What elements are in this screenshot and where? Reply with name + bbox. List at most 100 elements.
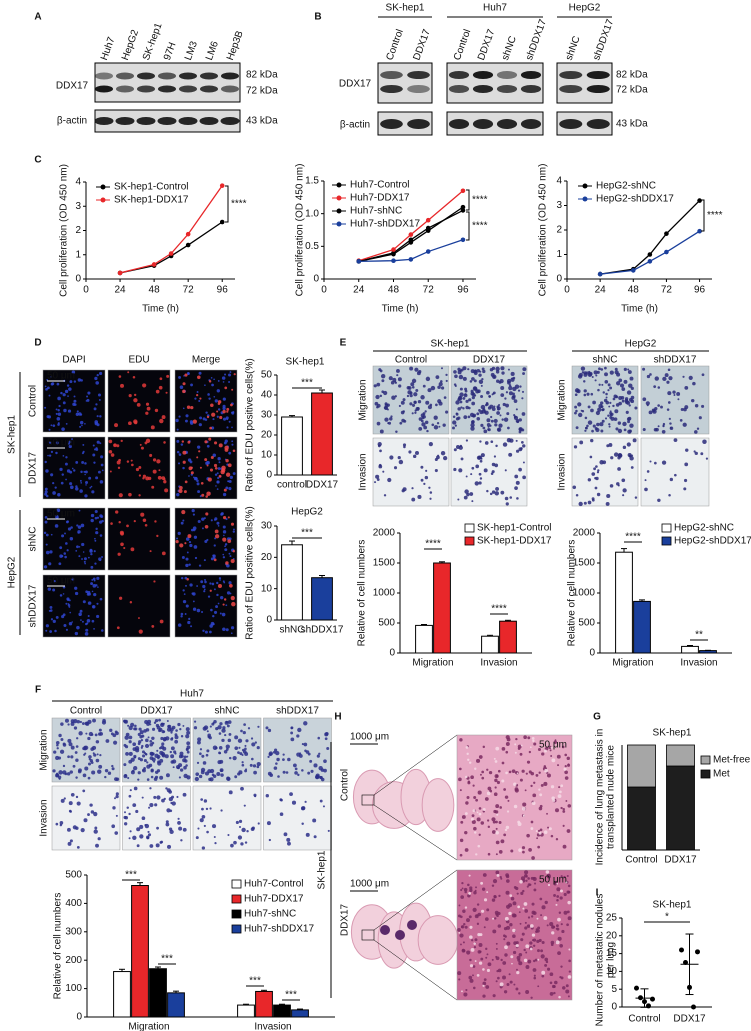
image-speck xyxy=(492,994,496,998)
image-speck xyxy=(211,773,215,777)
image-speck xyxy=(649,373,652,376)
image-speck xyxy=(529,941,533,945)
image-speck xyxy=(539,804,543,808)
image-speck xyxy=(473,986,476,990)
image-speck xyxy=(214,841,217,845)
image-speck xyxy=(457,928,461,932)
legend-marker xyxy=(336,195,342,201)
image-speck xyxy=(565,989,570,994)
image-speck xyxy=(455,400,460,405)
legend-label: HepG2-shNC xyxy=(596,181,656,192)
image-speck xyxy=(469,978,474,983)
image-speck xyxy=(694,430,698,434)
image-speck xyxy=(216,488,219,491)
image-speck xyxy=(627,452,632,458)
image-speck xyxy=(223,534,225,537)
image-speck xyxy=(66,520,69,523)
image-speck xyxy=(218,474,222,478)
panel-letter: C xyxy=(34,155,41,166)
image xyxy=(263,785,332,851)
image-speck xyxy=(49,550,53,554)
image-speck xyxy=(435,403,438,407)
image-speck xyxy=(481,367,485,371)
image-speck xyxy=(268,838,271,842)
image-speck xyxy=(222,553,225,556)
image-speck xyxy=(192,513,195,516)
image-speck xyxy=(224,543,228,546)
size-label: 43 kDa xyxy=(616,119,648,130)
image-speck xyxy=(86,618,91,623)
image-speck xyxy=(82,746,86,751)
image-speck xyxy=(376,382,381,387)
image-speck xyxy=(48,562,52,566)
image-speck xyxy=(586,392,590,396)
image-speck xyxy=(590,408,594,413)
image-speck xyxy=(564,753,568,757)
image-speck xyxy=(471,817,474,821)
scale-bar-label: 50 μm xyxy=(47,576,75,587)
image-speck xyxy=(525,772,528,775)
image-speck xyxy=(473,826,477,831)
image-speck xyxy=(216,593,219,597)
image-speck xyxy=(487,786,492,791)
image-speck xyxy=(49,605,53,609)
image-speck xyxy=(503,938,506,941)
x-axis-label: Time (h) xyxy=(621,304,658,315)
band xyxy=(559,119,583,129)
image-speck xyxy=(47,587,52,591)
column-label: DDX17 xyxy=(473,355,506,366)
image-speck xyxy=(71,438,73,440)
legend-label: SK-hep1-Control xyxy=(114,182,188,193)
image-speck xyxy=(495,827,498,830)
image-speck xyxy=(238,746,241,749)
image-speck xyxy=(142,769,145,772)
band xyxy=(137,85,155,93)
image-speck xyxy=(218,577,222,580)
image-speck xyxy=(300,806,305,811)
image-speck xyxy=(516,772,519,775)
image-speck xyxy=(265,794,269,798)
image-speck xyxy=(519,778,523,782)
image-speck xyxy=(99,597,103,601)
image-speck xyxy=(566,923,569,927)
image-speck xyxy=(84,473,86,476)
image-speck xyxy=(203,590,206,593)
image-speck xyxy=(480,453,485,458)
image-speck xyxy=(124,735,129,740)
image-speck xyxy=(461,887,464,890)
image-speck xyxy=(652,409,657,414)
band xyxy=(520,85,542,93)
image-speck xyxy=(285,771,289,774)
image-speck xyxy=(76,737,79,740)
significance: **** xyxy=(231,199,247,210)
image-speck xyxy=(460,406,463,409)
image-speck xyxy=(205,411,208,414)
image-speck xyxy=(614,367,618,371)
image-speck xyxy=(178,826,183,831)
image-speck xyxy=(485,947,488,951)
image-speck xyxy=(192,419,197,424)
image-speck xyxy=(600,368,604,371)
image-speck xyxy=(483,926,486,929)
image-speck xyxy=(201,814,206,819)
image-speck xyxy=(228,756,232,760)
image-speck xyxy=(69,470,73,474)
x-tick-label: shDDX17 xyxy=(301,625,344,636)
image-speck xyxy=(134,420,138,425)
image-speck xyxy=(220,469,225,475)
image-speck xyxy=(80,827,85,833)
image-speck xyxy=(265,726,269,730)
image-speck xyxy=(174,733,178,737)
image-speck xyxy=(67,395,69,397)
image-speck xyxy=(224,548,228,552)
image-speck xyxy=(673,438,678,442)
image-speck xyxy=(165,391,168,394)
image-speck xyxy=(132,376,136,379)
image-speck xyxy=(526,924,531,928)
image xyxy=(450,437,528,507)
image-speck xyxy=(238,770,243,775)
image-speck xyxy=(216,480,220,484)
image-speck xyxy=(580,366,586,371)
image-speck xyxy=(530,784,533,788)
image-speck xyxy=(591,472,596,476)
